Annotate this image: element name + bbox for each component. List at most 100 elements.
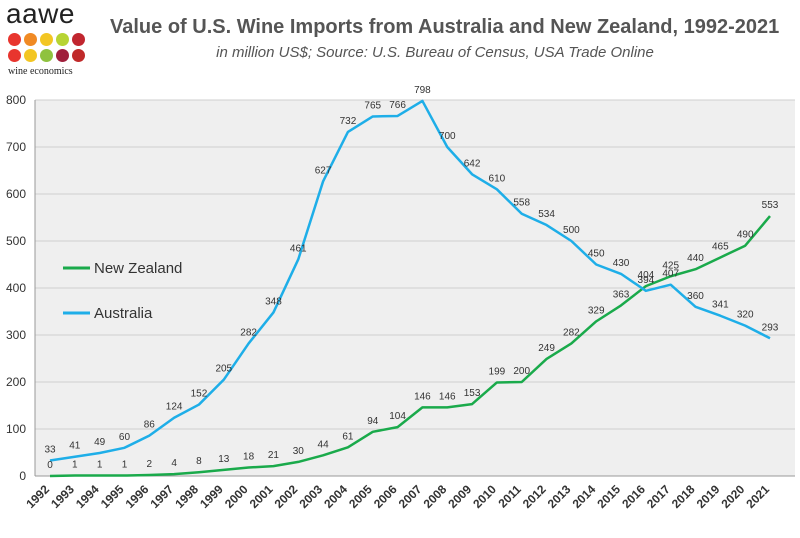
data-label: 732 [340, 116, 357, 127]
data-label: 407 [662, 269, 679, 280]
series-line-new-zealand [49, 215, 771, 478]
chart-subtitle: in million US$; Source: U.S. Bureau of C… [216, 44, 654, 61]
x-tick-label: 2010 [470, 482, 499, 511]
x-tick-label: 2018 [669, 482, 698, 511]
data-label: 199 [489, 366, 506, 377]
logo-subtext: wine economics [8, 66, 73, 77]
data-label: 450 [588, 249, 605, 260]
data-label: 642 [464, 158, 481, 169]
data-label: 320 [737, 310, 754, 321]
x-tick-label: 1998 [172, 482, 201, 511]
data-label: 146 [439, 391, 456, 402]
data-label: 394 [638, 275, 655, 286]
x-tick-label: 2019 [694, 482, 723, 511]
data-label: 1 [122, 460, 128, 471]
data-label: 124 [166, 402, 183, 413]
logo-dot [72, 33, 85, 46]
series-line-australia [49, 99, 771, 462]
y-tick-label: 300 [6, 328, 26, 342]
data-label: 153 [464, 388, 481, 399]
x-tick-label: 2000 [222, 482, 251, 511]
data-label: 4 [171, 458, 177, 469]
data-label: 249 [538, 343, 555, 354]
x-tick-label: 2004 [321, 482, 350, 511]
data-label: 1 [97, 460, 103, 471]
y-tick-label: 200 [6, 375, 26, 389]
data-label: 60 [119, 432, 131, 443]
data-label: 329 [588, 305, 605, 316]
logo-dot [56, 33, 69, 46]
y-tick-label: 400 [6, 281, 26, 295]
data-label: 1 [72, 460, 78, 471]
x-tick-label: 2008 [421, 482, 450, 511]
legend-label: Australia [94, 305, 153, 322]
x-tick-label: 2006 [371, 482, 400, 511]
x-tick-label: 2002 [272, 482, 301, 511]
logo-dot [24, 49, 37, 62]
data-label: 86 [144, 420, 156, 431]
data-label: 461 [290, 243, 307, 254]
data-label: 13 [218, 454, 230, 465]
logo-wordmark: aawe [6, 0, 75, 29]
data-label: 490 [737, 230, 754, 241]
y-tick-label: 800 [6, 93, 26, 107]
x-tick-label: 1995 [98, 482, 127, 511]
x-tick-label: 2014 [570, 482, 599, 511]
y-tick-label: 500 [6, 234, 26, 248]
data-label: 465 [712, 241, 729, 252]
x-tick-label: 2015 [594, 482, 623, 511]
x-tick-label: 2001 [247, 482, 276, 511]
data-label: 341 [712, 300, 729, 311]
logo-dot [40, 49, 53, 62]
data-label: 348 [265, 296, 282, 307]
x-tick-label: 1997 [147, 482, 176, 511]
data-label: 363 [613, 289, 630, 300]
legend-label: New Zealand [94, 260, 182, 277]
data-label: 282 [563, 327, 580, 338]
data-label: 41 [69, 441, 81, 452]
data-label: 766 [389, 100, 406, 111]
data-label: 500 [563, 225, 580, 236]
data-label: 2 [147, 459, 153, 470]
y-tick-label: 600 [6, 187, 26, 201]
x-tick-label: 1992 [23, 482, 52, 511]
data-label: 610 [489, 173, 506, 184]
x-tick-label: 2013 [545, 482, 574, 511]
data-label: 798 [414, 85, 431, 96]
data-label: 440 [687, 253, 704, 264]
data-label: 49 [94, 437, 106, 448]
logo-dot [8, 33, 21, 46]
data-label: 425 [662, 260, 679, 271]
data-label: 430 [613, 258, 630, 269]
x-tick-label: 1996 [123, 482, 152, 511]
x-tick-label: 2017 [644, 482, 673, 511]
data-label: 0 [47, 460, 53, 471]
data-label: 293 [762, 322, 779, 333]
data-label: 94 [367, 416, 379, 427]
data-label: 61 [342, 431, 354, 442]
x-tick-label: 2020 [719, 482, 748, 511]
x-tick-label: 2005 [346, 482, 375, 511]
data-label: 146 [414, 391, 431, 402]
data-label: 627 [315, 165, 332, 176]
data-label: 360 [687, 291, 704, 302]
y-tick-label: 100 [6, 422, 26, 436]
logo-dot [24, 33, 37, 46]
data-label: 534 [538, 209, 555, 220]
data-label: 200 [513, 366, 530, 377]
data-label: 30 [293, 446, 305, 457]
x-tick-label: 1999 [197, 482, 226, 511]
data-label: 700 [439, 131, 456, 142]
data-label: 8 [196, 456, 202, 467]
aawe-logo: aawe wine economics [6, 0, 92, 78]
data-label: 282 [240, 327, 257, 338]
data-label: 44 [318, 439, 330, 450]
y-tick-label: 0 [19, 469, 26, 483]
data-label: 152 [191, 389, 208, 400]
data-label: 765 [364, 100, 381, 111]
x-tick-label: 1994 [73, 482, 102, 511]
logo-dot [8, 49, 21, 62]
data-label: 21 [268, 450, 280, 461]
data-label: 404 [638, 270, 655, 281]
